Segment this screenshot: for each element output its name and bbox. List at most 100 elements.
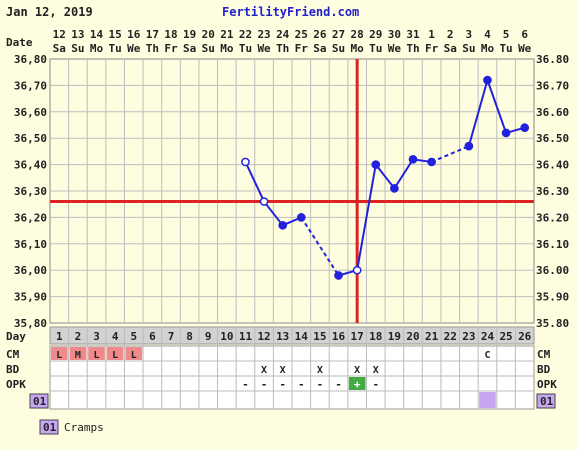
date-tick-label: 30 — [388, 28, 401, 41]
legend-code: 01 — [43, 421, 57, 434]
cycle-day-label: 12 — [257, 330, 270, 343]
temp-point — [483, 75, 492, 85]
opk-entry: - — [242, 378, 249, 391]
cm-highlight-cell — [125, 347, 143, 360]
y-tick-label-left: 36,10 — [14, 238, 47, 251]
bottom-rows: 1 2 3 4 5 6 7 8 9 10 11 12 13 14 15 16 17 18 19 20 21 22 23 24 2… — [51, 330, 532, 408]
cycle-day-label: 23 — [462, 330, 475, 343]
date-label: Date — [6, 36, 33, 49]
opk-entry: - — [279, 378, 286, 391]
weekday-tick-label: Sa — [183, 42, 196, 55]
opk-label-right: OPK — [537, 378, 557, 391]
cycle-day-label: 19 — [388, 330, 401, 343]
cycle-day-label: 26 — [518, 330, 532, 343]
weekday-tick-label: We — [127, 42, 141, 55]
date-tick-label: 22 — [239, 28, 252, 41]
cycle-day-label: 14 — [295, 330, 309, 343]
y-tick-label-left: 36,40 — [14, 159, 47, 172]
weekday-tick-label: Tu — [499, 42, 512, 55]
cm-entry: L — [94, 350, 100, 361]
date-tick-label: 16 — [127, 28, 141, 41]
opk-entry: - — [372, 378, 379, 391]
weekday-tick-label: Tu — [369, 42, 382, 55]
cm-highlight-cell — [106, 347, 124, 360]
y-tick-label-left: 36,30 — [14, 185, 47, 198]
weekday-tick-label: Sa — [444, 42, 457, 55]
cycle-day-label: 2 — [75, 330, 82, 343]
temp-point — [427, 157, 436, 167]
weekday-tick-label: Fr — [425, 42, 439, 55]
legend-label: Cramps — [64, 421, 104, 434]
y-tick-label-left: 36,70 — [14, 79, 47, 92]
date-tick-label: 12 — [53, 28, 66, 41]
cm-entry: L — [56, 350, 62, 361]
custom-cramps-cell — [479, 392, 496, 408]
cycle-day-label: 9 — [205, 330, 212, 343]
opk-label: OPK — [6, 378, 26, 391]
opk-entry: + — [354, 378, 361, 391]
weekday-tick-label: Tu — [239, 42, 252, 55]
date-tick-label: 19 — [183, 28, 196, 41]
date-tick-label: 2 — [447, 28, 454, 41]
temp-point — [278, 220, 288, 230]
weekday-tick-label: Fr — [164, 42, 178, 55]
y-tick-label-left: 36,60 — [14, 106, 47, 119]
temp-point-open — [241, 157, 250, 167]
cm-highlight-cell — [69, 347, 87, 360]
y-tick-label-left: 36,00 — [14, 264, 47, 277]
weekday-tick-label: Th — [406, 42, 419, 55]
cm-label: CM — [6, 348, 20, 361]
date-tick-label: 4 — [484, 28, 491, 41]
temperature-series — [50, 59, 534, 323]
weekday-tick-label: Mo — [351, 42, 365, 55]
weekday-tick-label: Th — [276, 42, 289, 55]
temp-segment — [374, 163, 396, 189]
cycle-day-label: 1 — [56, 330, 63, 343]
chart-date: Jan 12, 2019 — [6, 5, 93, 19]
weekday-tick-label: Su — [462, 42, 475, 55]
weekday-tick-label: Su — [332, 42, 345, 55]
positive-opk-cell — [348, 377, 366, 390]
weekday-tick-label: Mo — [90, 42, 104, 55]
cycle-day-label: 24 — [481, 330, 495, 343]
date-tick-label: 15 — [109, 28, 122, 41]
cycle-day-label: 7 — [168, 330, 175, 343]
column-labels: 12 13 14 15 16 17 18 19 20 21 22 23 24 25 26 27 28 29 30 31… — [53, 28, 532, 55]
temp-point — [371, 160, 381, 169]
y-tick-label-left: 35,80 — [14, 317, 47, 330]
custom-code-box-left — [29, 393, 49, 409]
date-tick-label: 13 — [71, 28, 84, 41]
temp-point — [334, 271, 343, 280]
temp-segment — [486, 79, 508, 134]
date-tick-label: 29 — [369, 28, 382, 41]
site-link[interactable]: FertilityFriend.com — [222, 5, 359, 19]
cycle-day-label: 10 — [220, 330, 233, 343]
cycle-day-label: 13 — [276, 330, 289, 343]
y-tick-label-left: 36,80 — [14, 53, 47, 66]
weekday-tick-label: Mo — [481, 42, 495, 55]
weekday-tick-label: We — [518, 42, 532, 55]
opk-entry: - — [335, 378, 342, 391]
y-tick-label-right: 36.30 — [536, 185, 569, 198]
date-tick-label: 5 — [503, 28, 510, 41]
cycle-day-label: 11 — [239, 330, 253, 343]
temp-point — [520, 123, 530, 132]
cycle-day-label: 16 — [332, 330, 346, 343]
y-tick-label-right: 36.40 — [536, 159, 569, 172]
y-tick-label-right: 36.60 — [536, 106, 569, 119]
temp-segment — [263, 200, 284, 226]
weekday-tick-label: Mo — [220, 42, 234, 55]
cycle-day-label: 20 — [406, 330, 419, 343]
cm-entry: L — [131, 350, 137, 361]
cycle-day-label: 17 — [351, 330, 364, 343]
date-tick-label: 1 — [428, 28, 435, 41]
cycle-day-label: 15 — [313, 330, 326, 343]
y-tick-label-left: 36,20 — [14, 211, 47, 224]
weekday-tick-label: Fr — [295, 42, 309, 55]
temp-segment-dashed — [300, 216, 340, 277]
cycle-day-label: 5 — [130, 330, 137, 343]
cm-entry: L — [112, 350, 118, 361]
cm-label-right: CM — [537, 348, 551, 361]
temp-segment — [356, 164, 377, 271]
weekday-tick-label: We — [388, 42, 402, 55]
